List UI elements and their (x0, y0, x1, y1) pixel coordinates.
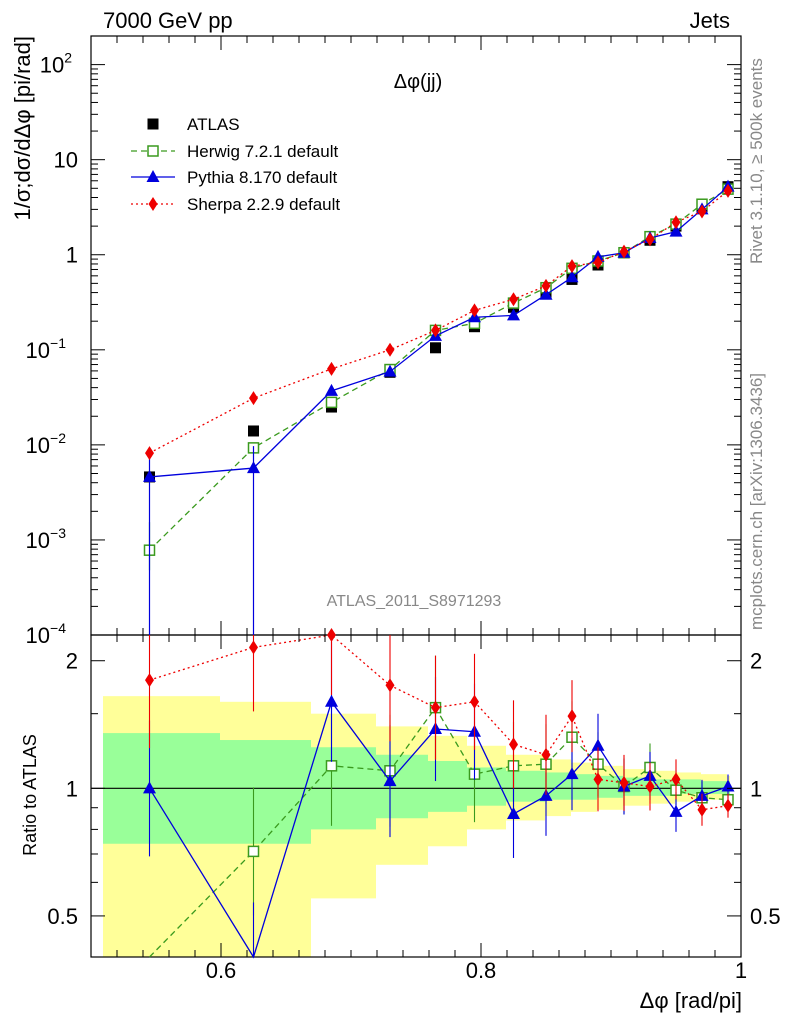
ratio-ytick-label-right: 0.5 (750, 904, 781, 929)
ratio-marker (145, 673, 154, 688)
main-marker (507, 308, 520, 321)
ratio-uncertainty-bands (103, 696, 730, 957)
ratio-ytick-label-right: 2 (750, 649, 762, 674)
ratio-ytick-label-left: 1 (66, 776, 78, 801)
ratio-marker (431, 700, 440, 715)
xtick-label: 0.8 (466, 958, 497, 983)
band-inner (220, 740, 311, 844)
ratio-marker (470, 694, 479, 709)
main-marker (430, 342, 441, 354)
legend-marker (147, 145, 159, 157)
main-marker (567, 259, 577, 274)
main-marker (669, 224, 683, 237)
main-marker (145, 446, 154, 461)
main-marker (143, 469, 156, 482)
ratio-marker (565, 767, 579, 780)
ratio-marker (509, 737, 518, 752)
main-marker (541, 278, 551, 293)
header-jets: Jets (690, 8, 730, 33)
main-marker (697, 204, 707, 219)
ratio-marker (143, 781, 156, 794)
ratio-marker (325, 694, 338, 707)
main-marker (325, 383, 338, 396)
legend-marker (148, 197, 158, 211)
ytick-label: 10 (54, 148, 78, 173)
main-marker (645, 232, 655, 247)
ratio-ylabel: Ratio to ATLAS (20, 734, 40, 856)
ratio-ytick-label-left: 2 (66, 649, 78, 674)
band-inner (376, 754, 428, 819)
ytick-label: 10−2 (26, 430, 67, 458)
ratio-marker (327, 628, 336, 642)
ratio-marker (671, 772, 681, 787)
mcplots-label: mcplots.cern.ch [arXiv:1306.3436] (747, 373, 766, 630)
ytick-label: 10−1 (26, 335, 67, 363)
main-marker (565, 270, 579, 283)
ratio-marker (249, 640, 258, 655)
legend: ATLAS Herwig 7.2.1 default Pythia 8.170 de… (131, 115, 340, 214)
ytick-label: 10−4 (26, 620, 67, 648)
axis-ticks: 10−4 10−3 10−2 10−1 1 10 102 0.6 0.8 1 0.5 0.5 1 1 2 2 (26, 36, 781, 983)
plot-frames (90, 35, 742, 958)
main-title: Δφ(jj) (394, 71, 443, 93)
ratio-marker (385, 678, 395, 693)
ratio-marker (645, 779, 655, 794)
ratio-marker (383, 774, 397, 787)
main-marker (509, 292, 518, 307)
main-marker (249, 391, 258, 406)
ratio-marker (697, 802, 707, 817)
legend-label: Pythia 8.170 default (187, 168, 338, 187)
ratio-marker (325, 760, 338, 772)
analysis-tag: ATLAS_2011_S8971293 (327, 593, 502, 610)
ratio-marker (567, 709, 577, 724)
ratio-frame (90, 634, 742, 958)
main-marker (671, 215, 681, 230)
main-marker (431, 323, 440, 338)
main-marker (619, 244, 629, 259)
ratio-ytick-label-left: 0.5 (47, 904, 78, 929)
band-inner (428, 761, 467, 812)
main-marker (383, 364, 397, 377)
main-ylabel: 1/σ;dσ/dΔφ [pi/rad] (10, 36, 35, 221)
main-marker (539, 287, 553, 300)
main-marker (327, 361, 336, 376)
ratio-marker (593, 772, 603, 787)
band-inner (701, 781, 727, 794)
ratio-marker (723, 798, 733, 813)
ratio-marker (619, 775, 629, 790)
legend-marker (147, 118, 159, 130)
ytick-label: 10−3 (26, 525, 67, 553)
legend-label: Sherpa 2.2.9 default (187, 195, 340, 214)
data-marks (143, 179, 735, 959)
ratio-marker (507, 806, 520, 819)
ratio-marker (247, 845, 260, 858)
legend-label: Herwig 7.2.1 default (187, 142, 338, 161)
main-series-line (149, 190, 729, 454)
xtick-label: 1 (735, 958, 747, 983)
ytick-label: 1 (66, 243, 78, 268)
rivet-label: Rivet 3.1.10, ≥ 500k events (747, 58, 766, 264)
legend-marker (146, 170, 160, 182)
band-inner (506, 770, 545, 802)
ratio-marker (669, 804, 683, 817)
legend-label: ATLAS (187, 115, 240, 134)
ratio-marker (539, 788, 553, 801)
ratio-ytick-label-right: 1 (750, 776, 762, 801)
main-marker (723, 183, 733, 198)
ratio-marker (591, 738, 605, 751)
xtick-label: 0.6 (206, 958, 237, 983)
main-marker (593, 255, 603, 270)
main-marker (248, 425, 259, 437)
main-marker (247, 461, 260, 474)
ratio-xlabel: Δφ [rad/pi] (640, 988, 742, 1013)
header-energy: 7000 GeV pp (103, 8, 233, 33)
main-marker (385, 342, 395, 357)
ytick-label: 102 (40, 50, 72, 78)
main-marker (470, 303, 479, 318)
main-marker (325, 396, 338, 409)
ratio-marker (541, 747, 551, 762)
